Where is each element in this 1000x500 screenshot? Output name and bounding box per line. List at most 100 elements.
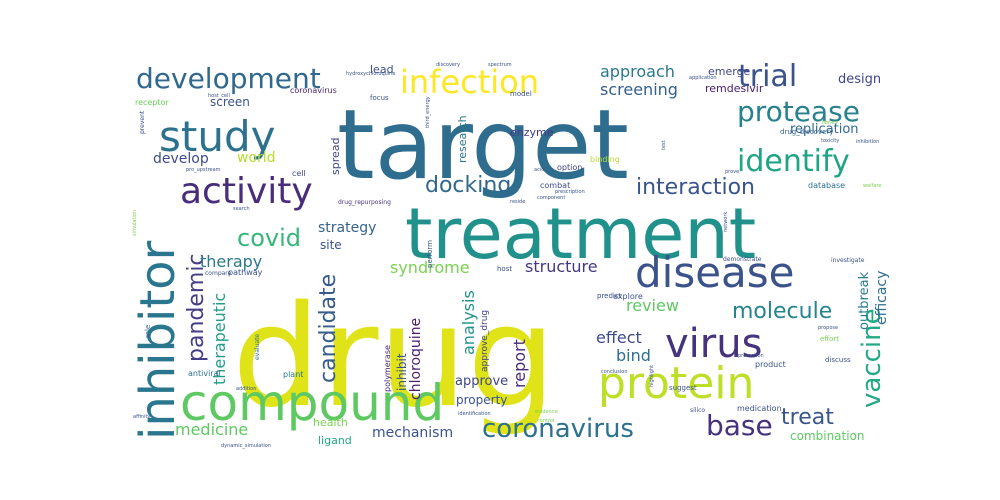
word-promotion: promotion bbox=[738, 353, 764, 359]
word-study: study bbox=[159, 112, 275, 161]
word-pandemic: pandemic bbox=[184, 253, 209, 362]
word-suggest: suggest bbox=[669, 384, 697, 392]
word-vaccine: vaccine bbox=[857, 308, 887, 408]
word-role: role bbox=[144, 325, 152, 338]
word-outbreak: outbreak bbox=[857, 271, 872, 330]
word-mechanism: mechanism bbox=[372, 425, 453, 441]
word-docking: docking bbox=[425, 173, 511, 198]
word-silico: silico bbox=[690, 407, 705, 414]
word-syndrome: syndrome bbox=[390, 258, 470, 277]
word-lead: lead bbox=[370, 63, 394, 76]
word-demonstrate: demonstrate bbox=[723, 256, 762, 263]
word-strategy: strategy bbox=[318, 220, 376, 236]
word-structure: structure bbox=[525, 257, 598, 276]
word-site: site bbox=[320, 238, 342, 252]
word-network: network bbox=[723, 212, 729, 232]
word-protease: protease bbox=[737, 95, 860, 128]
word-design: design bbox=[838, 72, 881, 87]
word-model: model bbox=[510, 90, 532, 98]
word-identification: identification bbox=[458, 411, 491, 417]
word-product: product bbox=[755, 360, 786, 369]
word-spectrum: spectrum bbox=[488, 62, 512, 68]
word-library: library bbox=[822, 120, 838, 126]
word-option: option bbox=[557, 163, 582, 172]
word-drug-repurposing: drug_repurposing bbox=[338, 199, 391, 206]
word-develop: develop bbox=[153, 151, 209, 167]
word-inhibition: inhibition bbox=[856, 139, 879, 145]
word-property: property bbox=[456, 393, 507, 407]
word-pathway: pathway bbox=[228, 268, 263, 277]
word-bind: bind bbox=[616, 346, 651, 365]
word-compound: compound bbox=[180, 374, 444, 432]
word-dynamic-simulation: dynamic_simulation bbox=[221, 443, 271, 449]
word-world: world bbox=[237, 150, 276, 166]
word-interaction: interaction bbox=[636, 175, 755, 200]
word-trial: trial bbox=[738, 59, 797, 94]
word-evidence: evidence bbox=[535, 409, 558, 415]
word-combat: combat bbox=[540, 181, 570, 190]
word-focus: focus bbox=[370, 94, 389, 102]
word-combination: combination bbox=[790, 429, 865, 443]
word-toxicity: toxicity bbox=[821, 138, 839, 144]
word-evaluate: evaluate bbox=[254, 334, 261, 360]
word-highlight: highlight bbox=[649, 365, 655, 387]
word-drug: drug bbox=[232, 276, 556, 439]
word-investigate: investigate bbox=[831, 257, 865, 264]
word-screening: screening bbox=[600, 80, 678, 99]
word-emerge: emerge bbox=[708, 65, 751, 78]
word-acid: acid bbox=[534, 167, 544, 173]
word-inhibit: inhibit bbox=[395, 353, 409, 391]
word-affinity: affinity bbox=[133, 414, 150, 420]
word-perform: perform bbox=[426, 240, 434, 268]
word-drug-discovery: drug_discovery bbox=[780, 128, 833, 136]
word-inhibitor: inhibitor bbox=[130, 240, 186, 440]
word-effect: effect bbox=[596, 328, 642, 347]
word-disease: disease bbox=[635, 248, 795, 297]
word-medicine: medicine bbox=[175, 420, 248, 439]
word-identify: identify bbox=[737, 144, 850, 179]
word-reside: reside bbox=[510, 199, 525, 205]
word-screen: screen bbox=[210, 95, 250, 109]
word-treatment: treatment bbox=[405, 193, 756, 275]
word-enzyme: enzyme bbox=[510, 126, 554, 139]
word-search: search bbox=[233, 206, 250, 212]
word-virus: virus bbox=[665, 321, 762, 367]
word-control: control bbox=[537, 418, 554, 424]
word-approve: approve bbox=[455, 374, 508, 389]
word-report: report bbox=[510, 339, 529, 388]
word-coronavirus: coronavirus bbox=[290, 86, 337, 95]
word-activity: activity bbox=[180, 171, 313, 212]
word-research: research bbox=[456, 115, 469, 163]
word-predict: predict bbox=[597, 292, 622, 300]
word-review: review bbox=[626, 296, 679, 315]
word-simulation: simulation bbox=[132, 210, 138, 236]
word-development: development bbox=[136, 62, 321, 95]
word-therapy: therapy bbox=[200, 252, 262, 271]
word-efficacy: efficacy bbox=[874, 271, 890, 325]
word-health: health bbox=[313, 416, 348, 429]
word-medication: medication bbox=[737, 404, 782, 413]
word-prevent: prevent bbox=[139, 110, 146, 134]
word-third-energy: third_energy bbox=[425, 96, 431, 128]
word-pro-upstream: pro_upstream bbox=[186, 167, 221, 173]
word-compare: compare bbox=[205, 270, 232, 277]
word-binding: binding bbox=[590, 155, 620, 164]
word-receptor: receptor bbox=[135, 98, 169, 107]
word-target: target bbox=[337, 89, 629, 201]
word-discuss: discuss bbox=[825, 356, 851, 364]
word-addition: addition bbox=[236, 386, 256, 392]
word-host-cell: host_cell bbox=[208, 93, 230, 99]
word-test: test bbox=[661, 140, 667, 150]
word-cell: cell bbox=[292, 169, 306, 178]
word-explore: explore bbox=[613, 292, 643, 301]
word-host: host bbox=[497, 265, 512, 273]
word-propose: propose bbox=[818, 325, 838, 331]
word-antiviral: antiviral bbox=[188, 369, 221, 378]
word-replication: replication bbox=[790, 122, 859, 137]
word-coronavirus: coronavirus bbox=[482, 414, 634, 444]
word-prescription: prescription bbox=[555, 189, 585, 195]
word-covid: covid bbox=[237, 224, 301, 252]
word-polymerase: polymerase bbox=[383, 345, 392, 392]
word-therapeutic: therapeutic bbox=[210, 293, 229, 385]
